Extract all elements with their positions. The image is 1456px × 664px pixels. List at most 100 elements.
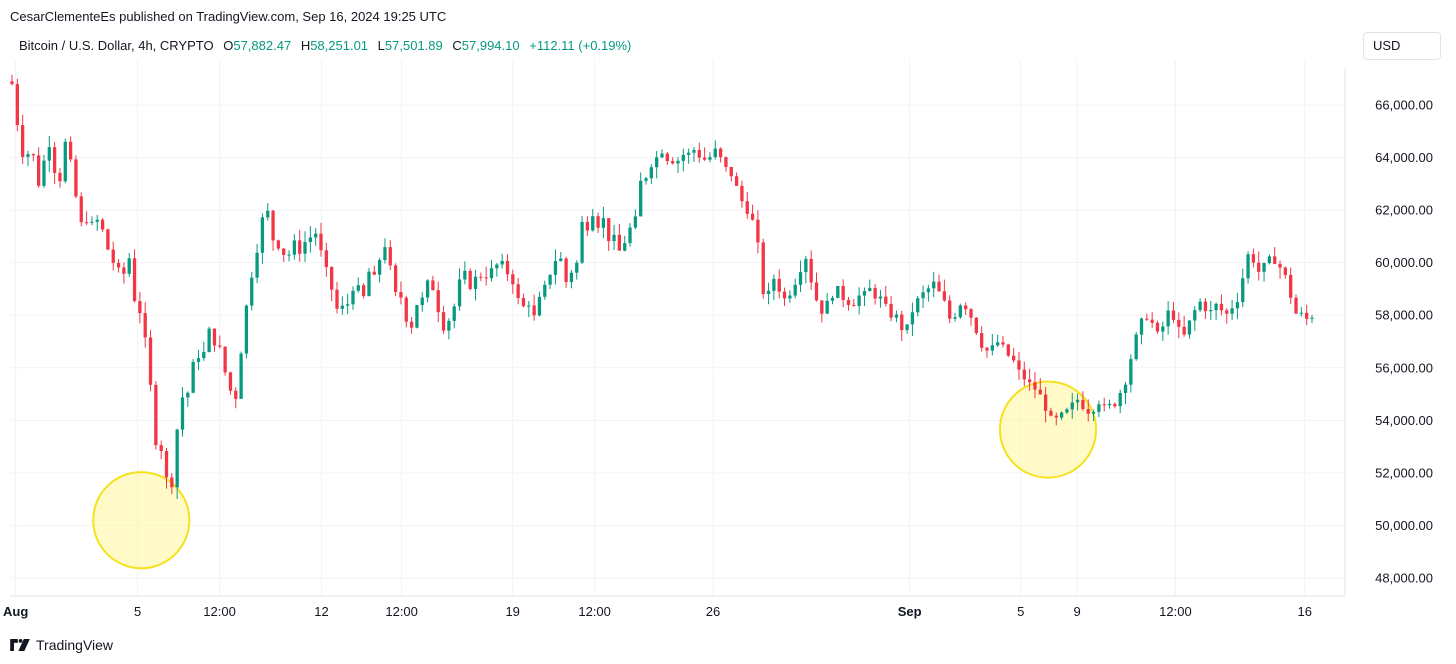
- candle-body: [489, 268, 494, 279]
- candle: [1299, 306, 1303, 317]
- highlight-circle: [998, 380, 1098, 479]
- candle: [196, 349, 201, 371]
- candle: [548, 274, 552, 289]
- candle-body: [964, 305, 968, 310]
- candle: [1161, 321, 1165, 342]
- candle: [660, 149, 664, 159]
- candle: [1006, 343, 1010, 358]
- candle-body: [63, 141, 67, 182]
- candle-body: [878, 296, 883, 299]
- candle: [868, 279, 872, 292]
- currency-button[interactable]: USD: [1363, 32, 1441, 60]
- candle-body: [228, 372, 233, 391]
- candle-body: [175, 429, 179, 488]
- candle-body: [447, 320, 451, 331]
- candle-body: [239, 353, 243, 399]
- candle: [447, 318, 451, 340]
- open-label: O: [223, 38, 234, 53]
- candle-body: [1070, 402, 1074, 410]
- candle-body: [212, 328, 217, 346]
- candle-body: [1299, 312, 1303, 314]
- tradingview-brand: TradingView: [36, 637, 114, 653]
- candle-body: [250, 277, 254, 306]
- candle-body: [782, 291, 787, 299]
- candle-body: [836, 286, 840, 298]
- candle-body: [1251, 254, 1256, 263]
- candle-body: [1310, 317, 1314, 319]
- candle: [1097, 400, 1101, 418]
- candle-body: [633, 216, 638, 228]
- candle: [596, 212, 600, 233]
- candle: [191, 358, 195, 394]
- candle-body: [479, 276, 483, 278]
- candle: [1155, 320, 1160, 334]
- candle-body: [910, 312, 915, 325]
- candle-body: [639, 180, 643, 217]
- candle: [361, 283, 366, 299]
- candle-body: [1214, 303, 1218, 311]
- candle-body: [644, 178, 648, 181]
- candle-body: [15, 84, 19, 126]
- candle-body: [271, 210, 275, 241]
- candle-body: [766, 290, 771, 294]
- candle-body: [607, 218, 611, 242]
- candle: [1294, 294, 1298, 315]
- candle-body: [564, 258, 568, 283]
- candle: [244, 304, 249, 359]
- candle-body: [543, 284, 547, 297]
- candle: [623, 235, 627, 252]
- price-tick-label: 54,000.00: [1375, 413, 1433, 428]
- candle-body: [926, 288, 931, 293]
- candle: [255, 243, 259, 284]
- candle: [1113, 402, 1117, 409]
- candle: [1129, 354, 1133, 393]
- candle: [1001, 335, 1005, 348]
- candle: [319, 222, 323, 257]
- candle-body: [937, 281, 941, 292]
- low-value: 57,501.89: [384, 38, 443, 53]
- candle: [260, 213, 265, 264]
- candle: [777, 269, 781, 299]
- candle-body: [351, 290, 355, 305]
- price-tick-label: 62,000.00: [1375, 203, 1433, 218]
- candle: [271, 209, 275, 251]
- candle-body: [468, 270, 472, 289]
- candle-body: [969, 309, 973, 318]
- candle: [212, 328, 217, 352]
- time-tick-label: Sep: [898, 604, 922, 619]
- candle: [1171, 301, 1176, 324]
- candle-body: [122, 267, 126, 274]
- candle: [436, 281, 440, 323]
- candle-body: [1102, 404, 1106, 406]
- candle: [591, 208, 595, 232]
- candle-body: [223, 346, 227, 373]
- candle-body: [473, 276, 478, 289]
- candle-body: [346, 304, 350, 306]
- candle: [1267, 254, 1272, 265]
- candle: [1257, 251, 1261, 281]
- candle-body: [686, 152, 691, 155]
- candle-body: [905, 324, 909, 331]
- candle-body: [1182, 326, 1186, 335]
- candle: [628, 223, 632, 247]
- symbol-name[interactable]: Bitcoin / U.S. Dollar, 4h, CRYPTO: [19, 38, 214, 53]
- candle-body: [750, 213, 755, 220]
- candle-body: [1278, 263, 1282, 268]
- candle-body: [180, 397, 185, 430]
- candle: [441, 305, 446, 334]
- candle: [1134, 331, 1138, 361]
- tradingview-logo[interactable]: TradingView: [10, 637, 113, 653]
- candle: [1150, 312, 1154, 328]
- candle: [1230, 299, 1234, 321]
- candle: [809, 250, 813, 290]
- candle: [425, 279, 430, 303]
- candle: [202, 341, 206, 361]
- time-tick-label: 12: [314, 604, 328, 619]
- candle: [346, 293, 350, 315]
- candle: [1102, 397, 1106, 412]
- candle-body: [1027, 379, 1032, 383]
- candle-body: [1209, 310, 1213, 312]
- candle-body: [409, 321, 414, 328]
- candle: [516, 277, 520, 305]
